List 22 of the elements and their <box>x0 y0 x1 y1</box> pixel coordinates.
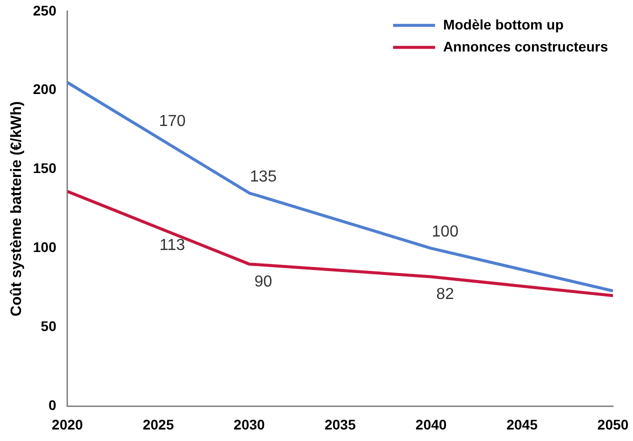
x-tick-label: 2040 <box>416 416 447 432</box>
data-label: 90 <box>254 273 272 290</box>
y-tick-label: 100 <box>33 239 57 256</box>
y-tick-label: 250 <box>33 2 57 18</box>
x-tick-label: 2035 <box>324 416 356 432</box>
x-tick-label: 2050 <box>597 416 629 432</box>
legend-label: Annonces constructeurs <box>443 38 608 54</box>
y-axis-title: Coût système batterie (€/kWh) <box>8 101 26 316</box>
y-tick-label: 0 <box>48 397 57 414</box>
x-tick-label: 2020 <box>52 416 84 432</box>
y-tick-label: 50 <box>40 318 57 334</box>
y-tick-label: 150 <box>33 160 57 176</box>
data-label: 113 <box>160 237 186 254</box>
x-tick-label: 2025 <box>142 416 174 432</box>
data-label: 82 <box>436 286 454 304</box>
data-label: 100 <box>432 224 459 241</box>
legend-label: Modèle bottom up <box>443 16 564 32</box>
y-tick-label: 200 <box>33 81 57 98</box>
data-label: 170 <box>158 113 186 130</box>
x-tick-label: 2045 <box>506 416 538 432</box>
x-tick-label: 2030 <box>234 416 266 432</box>
data-label: 135 <box>250 168 277 186</box>
